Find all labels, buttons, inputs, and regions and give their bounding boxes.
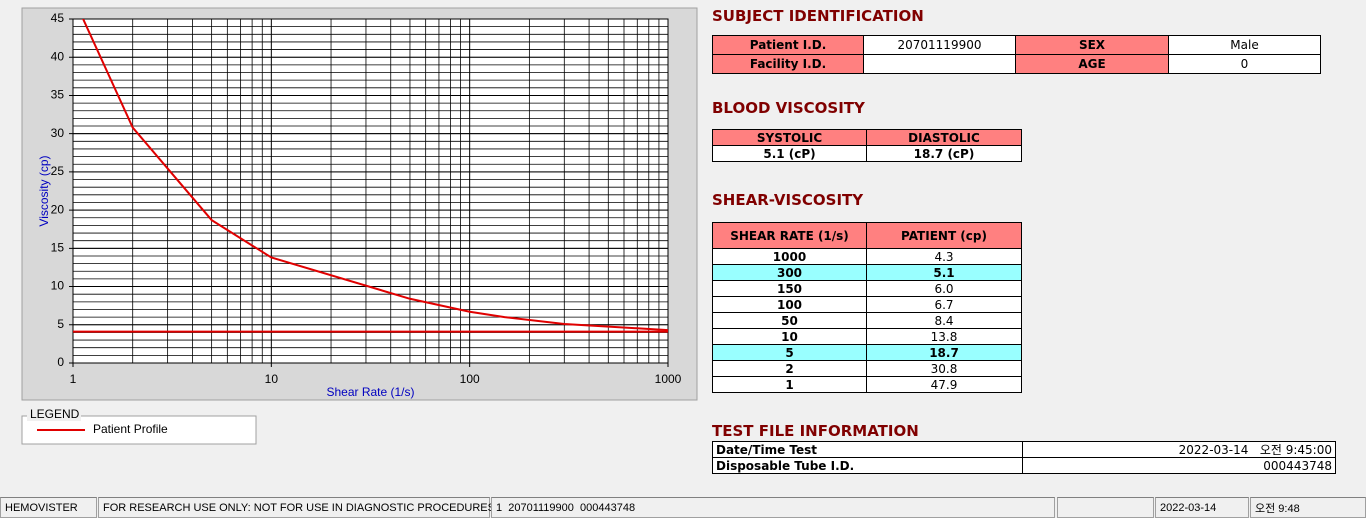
- y-tick-label: 35: [51, 88, 65, 102]
- status-cell: 오전 9:48: [1250, 497, 1366, 518]
- y-tick-label: 5: [57, 317, 64, 331]
- status-cell: [1057, 497, 1154, 518]
- table-cell: Date/Time Test: [712, 441, 1023, 458]
- section-title: TEST FILE INFORMATION: [712, 422, 919, 440]
- table-cell: 000443748: [1022, 457, 1336, 474]
- status-cell: 2022-03-14: [1155, 497, 1249, 518]
- section-title: BLOOD VISCOSITY: [712, 99, 865, 117]
- table-cell: 18.7: [866, 344, 1022, 361]
- status-cell: FOR RESEARCH USE ONLY: NOT FOR USE IN DI…: [98, 497, 495, 518]
- table-cell: 2: [712, 360, 867, 377]
- table-cell: 5.1 (cP): [712, 145, 867, 162]
- y-tick-label: 10: [51, 279, 65, 293]
- table-cell: 47.9: [866, 376, 1022, 393]
- table-header: SYSTOLIC: [712, 129, 867, 146]
- y-tick-label: 20: [51, 202, 65, 216]
- x-tick-label: 1000: [655, 372, 682, 386]
- table-cell: 5.1: [866, 264, 1022, 281]
- table-cell: 0: [1168, 54, 1321, 74]
- table-header: PATIENT (cp): [866, 222, 1022, 249]
- table-cell: 5: [712, 344, 867, 361]
- status-cell: HEMOVISTER: [0, 497, 97, 518]
- x-tick-label: 100: [460, 372, 480, 386]
- table-cell: 18.7 (cP): [866, 145, 1022, 162]
- table-cell: 6.0: [866, 280, 1022, 297]
- table-cell: Patient I.D.: [712, 35, 864, 55]
- legend-title-bg: [27, 409, 81, 421]
- table-cell: 300: [712, 264, 867, 281]
- x-tick-label: 10: [265, 372, 279, 386]
- table-cell: 13.8: [866, 328, 1022, 345]
- y-tick-label: 15: [51, 241, 65, 255]
- legend-title: LEGEND: [30, 407, 80, 421]
- table-cell: 2022-03-14 오전 9:45:00: [1022, 441, 1336, 458]
- table-cell: 1000: [712, 248, 867, 265]
- table-cell: Disposable Tube I.D.: [712, 457, 1023, 474]
- legend-label: Patient Profile: [93, 422, 168, 436]
- table-cell: Facility I.D.: [712, 54, 864, 74]
- table-cell: 6.7: [866, 296, 1022, 313]
- section-title: SUBJECT IDENTIFICATION: [712, 7, 924, 25]
- table-cell: SEX: [1015, 35, 1169, 55]
- y-tick-label: 25: [51, 164, 65, 178]
- y-tick-label: 45: [51, 11, 65, 25]
- table-cell: 50: [712, 312, 867, 329]
- section-title: SHEAR-VISCOSITY: [712, 191, 864, 209]
- table-header: DIASTOLIC: [866, 129, 1022, 146]
- table-cell: 4.3: [866, 248, 1022, 265]
- table-cell: 8.4: [866, 312, 1022, 329]
- x-axis-label: Shear Rate (1/s): [326, 385, 414, 399]
- line-series: [82, 19, 668, 332]
- table-cell: Male: [1168, 35, 1321, 55]
- table-cell: [863, 54, 1016, 74]
- x-tick-label: 1: [70, 372, 77, 386]
- table-cell: 150: [712, 280, 867, 297]
- table-cell: 10: [712, 328, 867, 345]
- plot-area: [72, 18, 669, 364]
- table-cell: 1: [712, 376, 867, 393]
- status-cell: 1 20701119900 000443748: [491, 497, 1055, 518]
- y-axis-label: Viscosity (cp): [37, 155, 51, 226]
- table-header: SHEAR RATE (1/s): [712, 222, 867, 249]
- y-tick-label: 30: [51, 126, 65, 140]
- y-tick-label: 0: [57, 355, 64, 369]
- table-cell: 100: [712, 296, 867, 313]
- table-cell: AGE: [1015, 54, 1169, 74]
- chart: 0 5 10 15 20 25 30 35 40 45 1 10 100 1000 Shear Rate (…: [21, 7, 698, 445]
- y-tick-label: 40: [51, 49, 65, 63]
- table-cell: 30.8: [866, 360, 1022, 377]
- table-cell: 20701119900: [863, 35, 1016, 55]
